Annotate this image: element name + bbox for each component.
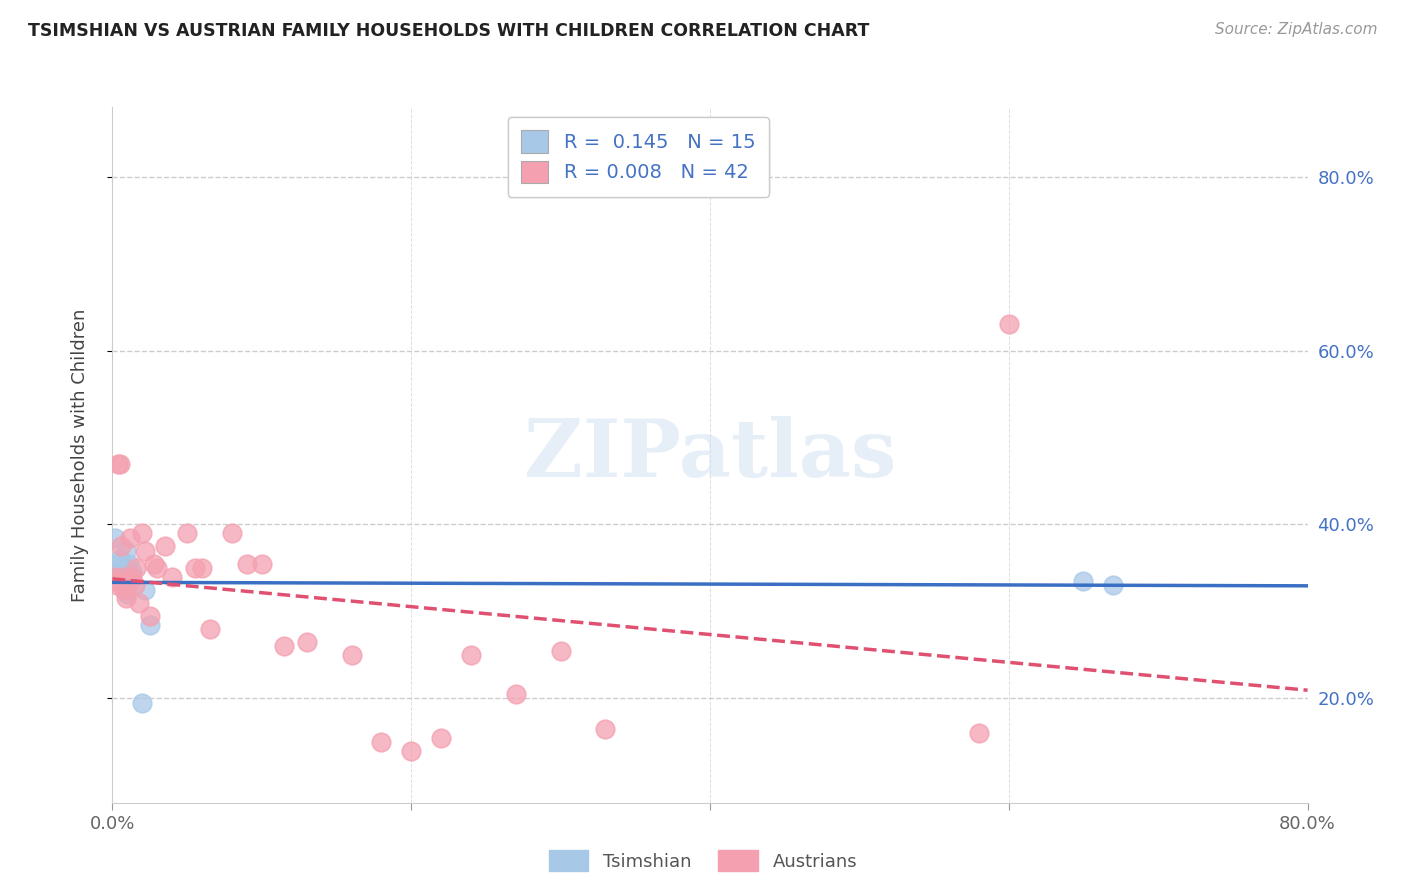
Point	[460, 648, 482, 662]
Point	[236, 557, 259, 571]
Point	[1102, 578, 1125, 592]
Point	[108, 552, 131, 566]
Legend: R =  0.145   N = 15, R = 0.008   N = 42: R = 0.145 N = 15, R = 0.008 N = 42	[508, 117, 769, 196]
Point	[121, 570, 143, 584]
Point	[595, 722, 617, 736]
Point	[110, 539, 132, 553]
Point	[115, 591, 138, 606]
Point	[111, 570, 134, 584]
Y-axis label: Family Households with Children: Family Households with Children	[70, 309, 89, 601]
Point	[146, 561, 169, 575]
Point	[107, 557, 129, 571]
Point	[115, 543, 138, 558]
Point	[114, 582, 135, 597]
Point	[143, 557, 166, 571]
Point	[125, 561, 148, 575]
Point	[295, 635, 318, 649]
Point	[250, 557, 273, 571]
Point	[134, 582, 156, 597]
Point	[191, 561, 214, 575]
Point	[128, 596, 150, 610]
Text: Source: ZipAtlas.com: Source: ZipAtlas.com	[1215, 22, 1378, 37]
Point	[121, 566, 143, 580]
Point	[176, 526, 198, 541]
Point	[183, 561, 205, 575]
Point	[139, 617, 162, 632]
Point	[110, 561, 132, 575]
Point	[370, 735, 392, 749]
Point	[401, 744, 423, 758]
Point	[131, 526, 153, 541]
Point	[114, 566, 135, 580]
Point	[221, 526, 243, 541]
Point	[103, 570, 125, 584]
Point	[118, 574, 141, 588]
Point	[505, 687, 527, 701]
Point	[550, 643, 572, 657]
Point	[162, 570, 183, 584]
Point	[117, 578, 139, 592]
Point	[198, 622, 221, 636]
Point	[124, 578, 146, 592]
Point	[107, 457, 129, 471]
Point	[139, 608, 162, 623]
Legend: Tsimshian, Austrians: Tsimshian, Austrians	[541, 843, 865, 879]
Point	[105, 578, 128, 592]
Point	[134, 543, 156, 558]
Point	[104, 574, 127, 588]
Text: ZIPatlas: ZIPatlas	[524, 416, 896, 494]
Point	[153, 539, 176, 553]
Point	[1073, 574, 1095, 588]
Point	[998, 318, 1021, 332]
Point	[108, 457, 131, 471]
Point	[967, 726, 990, 740]
Point	[131, 696, 153, 710]
Point	[111, 570, 134, 584]
Point	[120, 531, 142, 545]
Point	[273, 639, 295, 653]
Point	[117, 587, 139, 601]
Point	[340, 648, 363, 662]
Text: TSIMSHIAN VS AUSTRIAN FAMILY HOUSEHOLDS WITH CHILDREN CORRELATION CHART: TSIMSHIAN VS AUSTRIAN FAMILY HOUSEHOLDS …	[28, 22, 869, 40]
Point	[118, 557, 141, 571]
Point	[430, 731, 453, 745]
Point	[104, 531, 127, 545]
